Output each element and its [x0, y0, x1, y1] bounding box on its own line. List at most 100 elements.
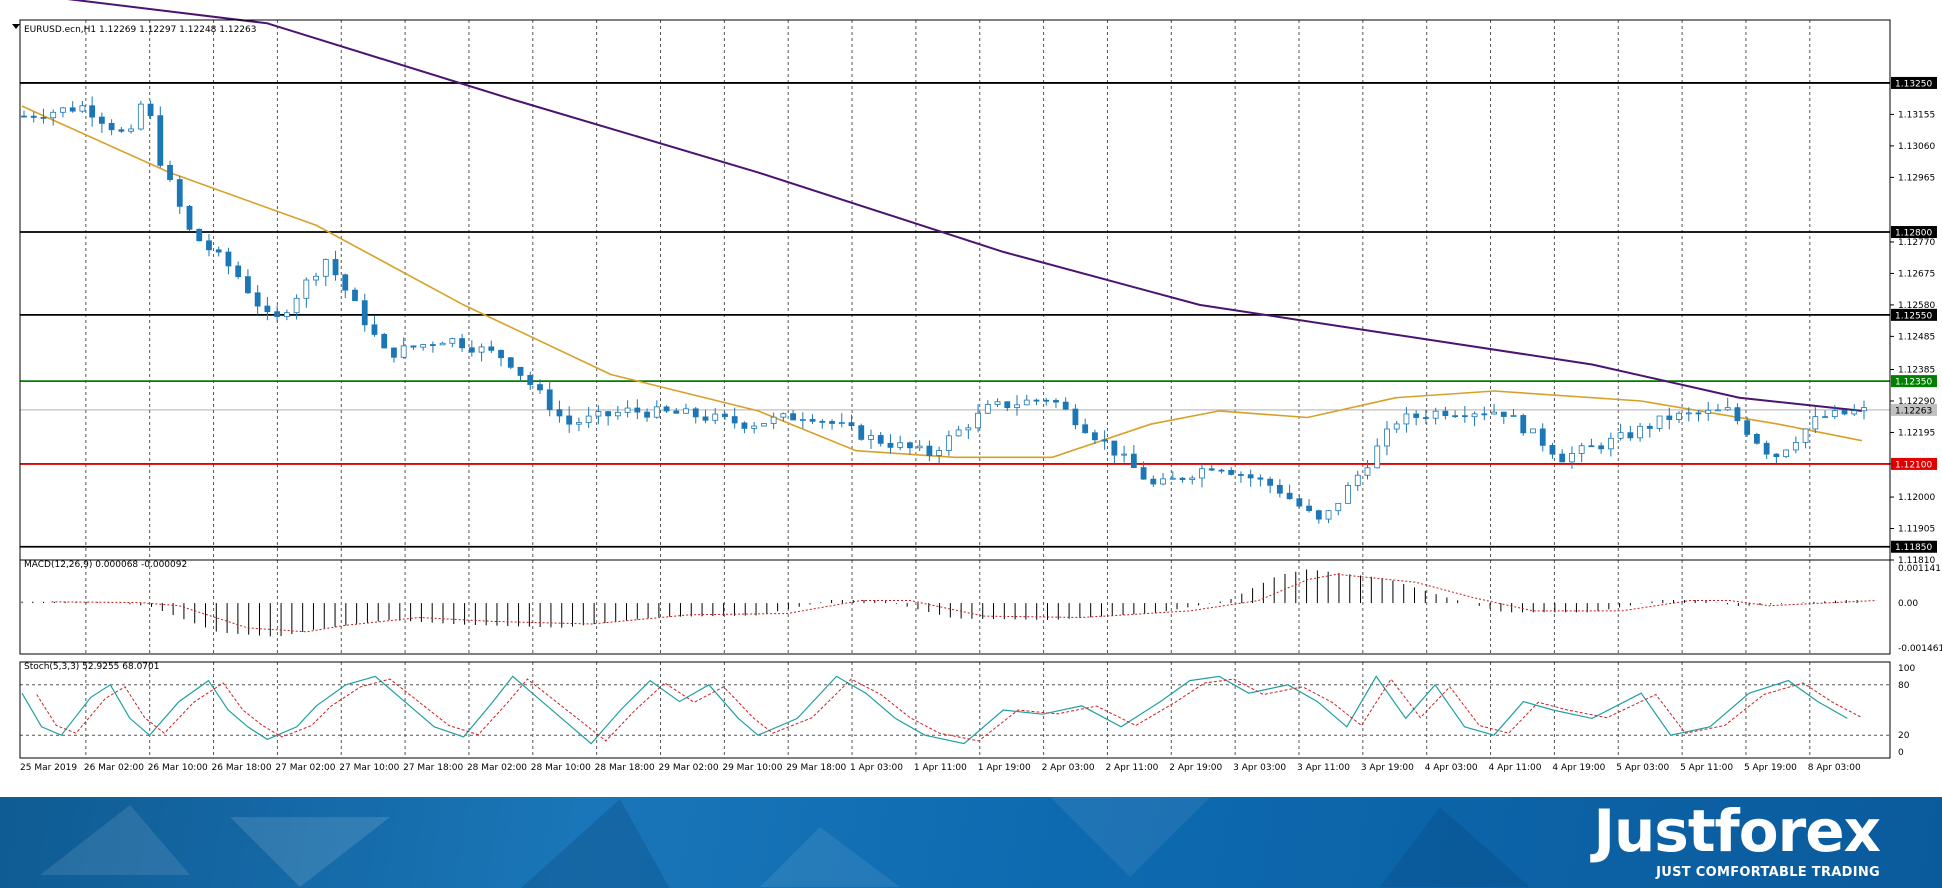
candle-body	[1481, 413, 1488, 416]
candle-body	[69, 107, 76, 112]
candle-body	[1189, 477, 1196, 480]
candle-body	[1841, 410, 1848, 415]
x-tick-label: 4 Apr 11:00	[1489, 763, 1542, 773]
candle-body	[566, 415, 573, 425]
price-level-tag	[1891, 226, 1937, 239]
dropdown-triangle-icon[interactable]	[12, 24, 20, 29]
price-level-tag	[1891, 76, 1937, 89]
candle-body	[157, 115, 164, 166]
candle-body	[1014, 404, 1020, 409]
candle-body	[381, 334, 388, 349]
x-tick-label: 27 Mar 18:00	[403, 763, 463, 773]
candle-body	[1364, 467, 1371, 476]
candle-body	[663, 406, 670, 412]
candle-body	[1569, 453, 1575, 463]
candle-body	[420, 344, 427, 348]
candle-body	[527, 375, 534, 385]
candle-body	[1423, 417, 1429, 419]
candle-body	[975, 412, 981, 429]
candle-body	[926, 445, 933, 456]
ma-fast-line	[21, 105, 1863, 459]
candle-body	[1130, 453, 1137, 468]
candle-body	[1792, 441, 1799, 451]
candle-body	[692, 408, 699, 418]
candle-body	[916, 445, 923, 449]
candle-body	[283, 312, 290, 317]
candle-body	[1695, 412, 1702, 415]
y-tick-label: 1.12965	[1898, 173, 1935, 183]
candle-body	[1598, 445, 1605, 450]
candle-body	[1637, 425, 1643, 439]
candle-body	[809, 419, 816, 422]
candle-body	[1286, 492, 1293, 500]
candle-body	[1676, 412, 1682, 420]
candle-body	[673, 410, 680, 414]
candle-body	[108, 122, 115, 131]
price-level-tag	[1891, 540, 1937, 553]
x-tick-label: 1 Apr 11:00	[914, 763, 967, 773]
candle-body	[1754, 433, 1760, 444]
x-tick-label: 8 Apr 03:00	[1808, 763, 1861, 773]
candle-body	[128, 128, 134, 132]
candle-body	[780, 413, 787, 418]
candle-body	[1169, 477, 1176, 480]
price-level-label: 1.12550	[1895, 311, 1932, 321]
candle-body	[799, 419, 806, 421]
candle-body	[1004, 401, 1011, 409]
candle-body	[819, 420, 826, 423]
candle-body	[1403, 413, 1410, 425]
candle-body	[1296, 498, 1303, 507]
stoch-y-tick-label: 20	[1898, 731, 1910, 741]
candle-body	[790, 413, 797, 421]
candle-body	[965, 427, 972, 431]
candle-body	[1646, 425, 1653, 429]
x-tick-label: 3 Apr 19:00	[1361, 763, 1414, 773]
price-level-label: 1.12100	[1895, 460, 1932, 470]
x-tick-label: 5 Apr 11:00	[1680, 763, 1733, 773]
candle-body	[1549, 444, 1556, 455]
candle-body	[1744, 420, 1751, 435]
candle-body	[1578, 445, 1585, 454]
stoch-signal-line	[36, 678, 1863, 742]
candle-body	[1734, 407, 1741, 422]
banner-decoration	[520, 799, 670, 888]
candle-body	[634, 407, 641, 413]
x-tick-label: 5 Apr 03:00	[1616, 763, 1669, 773]
y-tick-label: 1.12675	[1898, 269, 1935, 279]
candle-body	[1150, 478, 1157, 485]
candle-body	[1452, 415, 1459, 418]
candle-body	[945, 435, 952, 451]
candle-body	[1432, 410, 1439, 419]
candle-body	[576, 422, 582, 425]
candle-body	[89, 105, 96, 118]
x-tick-label: 1 Apr 03:00	[850, 763, 903, 773]
candle-body	[1140, 467, 1147, 480]
stoch-y-tick-label: 100	[1898, 664, 1915, 674]
candle-body	[1442, 410, 1449, 417]
panel-frame	[19, 559, 1891, 655]
candle-body	[1861, 407, 1867, 412]
candle-body	[1043, 399, 1050, 402]
candle-body	[1656, 415, 1663, 429]
macd-panel	[21, 569, 1877, 637]
y-tick-label: 1.12195	[1898, 428, 1935, 438]
price-panel	[20, 0, 1890, 548]
candle-body	[342, 274, 349, 291]
candle-body	[653, 406, 660, 418]
brand-banner: Justforex JUST COMFORTABLE TRADING	[0, 797, 1942, 888]
brand-tagline: JUST COMFORTABLE TRADING	[1656, 865, 1880, 880]
price-level-label: 1.12350	[1895, 378, 1932, 388]
candle-body	[1384, 428, 1390, 447]
candle-body	[712, 413, 719, 421]
candle-body	[731, 416, 738, 424]
x-tick-label: 4 Apr 03:00	[1425, 763, 1478, 773]
banner-decoration	[1050, 797, 1210, 877]
candle-body	[225, 251, 232, 267]
x-tick-label: 2 Apr 03:00	[1042, 763, 1095, 773]
candle-body	[1627, 432, 1634, 439]
panel-frame	[19, 661, 1891, 759]
candle-body	[1053, 400, 1059, 403]
candle-body	[196, 228, 203, 242]
y-tick-label: 1.13060	[1898, 142, 1935, 152]
x-tick-label: 27 Mar 02:00	[275, 763, 335, 773]
